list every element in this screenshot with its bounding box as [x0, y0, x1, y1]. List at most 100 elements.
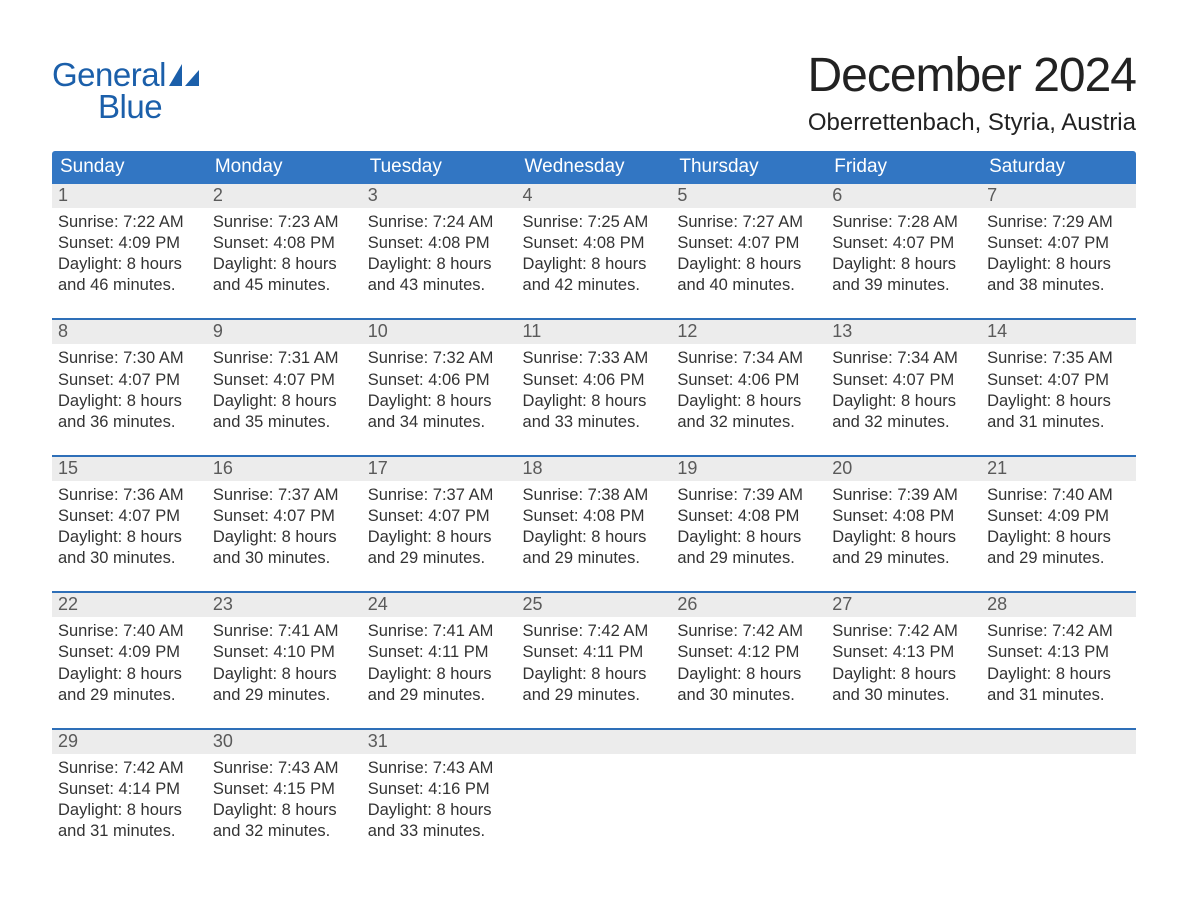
- sunset-line: Sunset: 4:07 PM: [832, 370, 975, 391]
- day-number-cell: 18: [517, 456, 672, 481]
- daylight-line-2: and 29 minutes.: [523, 685, 666, 706]
- sunrise-line: Sunrise: 7:24 AM: [368, 212, 511, 233]
- daylight-line-2: and 46 minutes.: [58, 275, 201, 296]
- location-subtitle: Oberrettenbach, Styria, Austria: [807, 109, 1136, 137]
- daylight-line-2: and 30 minutes.: [213, 548, 356, 569]
- daylight-line-1: Daylight: 8 hours: [368, 254, 511, 275]
- daylight-line-2: and 30 minutes.: [58, 548, 201, 569]
- daylight-line-2: and 36 minutes.: [58, 412, 201, 433]
- sunrise-line: Sunrise: 7:25 AM: [523, 212, 666, 233]
- daylight-line-1: Daylight: 8 hours: [987, 391, 1130, 412]
- day-content-cell: Sunrise: 7:42 AMSunset: 4:14 PMDaylight:…: [52, 754, 207, 864]
- daylight-line-2: and 42 minutes.: [523, 275, 666, 296]
- daylight-line-1: Daylight: 8 hours: [832, 254, 975, 275]
- title-block: December 2024 Oberrettenbach, Styria, Au…: [807, 48, 1136, 151]
- sunrise-line: Sunrise: 7:39 AM: [677, 485, 820, 506]
- day-content-cell: [981, 754, 1136, 864]
- daylight-line-2: and 40 minutes.: [677, 275, 820, 296]
- day-number-cell: 22: [52, 592, 207, 617]
- sunset-line: Sunset: 4:06 PM: [677, 370, 820, 391]
- sunset-line: Sunset: 4:07 PM: [832, 233, 975, 254]
- day-number-cell: 21: [981, 456, 1136, 481]
- sunset-line: Sunset: 4:11 PM: [523, 642, 666, 663]
- sunrise-line: Sunrise: 7:34 AM: [832, 348, 975, 369]
- day-number-cell: 31: [362, 729, 517, 754]
- sunset-line: Sunset: 4:09 PM: [58, 642, 201, 663]
- sunrise-line: Sunrise: 7:42 AM: [523, 621, 666, 642]
- daylight-line-2: and 33 minutes.: [368, 821, 511, 842]
- daylight-line-1: Daylight: 8 hours: [58, 254, 201, 275]
- day-content-cell: Sunrise: 7:42 AMSunset: 4:13 PMDaylight:…: [981, 617, 1136, 728]
- sunrise-line: Sunrise: 7:41 AM: [368, 621, 511, 642]
- day-number-cell: 28: [981, 592, 1136, 617]
- sunrise-line: Sunrise: 7:42 AM: [58, 758, 201, 779]
- daylight-line-2: and 31 minutes.: [987, 412, 1130, 433]
- col-saturday: Saturday: [981, 151, 1136, 184]
- col-wednesday: Wednesday: [517, 151, 672, 184]
- header-row: General Blue December 2024 Oberrettenbac…: [52, 48, 1136, 151]
- day-number-cell: 4: [517, 184, 672, 208]
- sunset-line: Sunset: 4:14 PM: [58, 779, 201, 800]
- col-tuesday: Tuesday: [362, 151, 517, 184]
- day-number-cell: 15: [52, 456, 207, 481]
- sunset-line: Sunset: 4:07 PM: [213, 370, 356, 391]
- sunset-line: Sunset: 4:16 PM: [368, 779, 511, 800]
- sunrise-line: Sunrise: 7:39 AM: [832, 485, 975, 506]
- daylight-line-1: Daylight: 8 hours: [832, 391, 975, 412]
- day-number-cell: 8: [52, 319, 207, 344]
- daylight-line-1: Daylight: 8 hours: [677, 527, 820, 548]
- daylight-line-2: and 31 minutes.: [987, 685, 1130, 706]
- day-content-cell: Sunrise: 7:37 AMSunset: 4:07 PMDaylight:…: [207, 481, 362, 592]
- week-daynum-row: 293031: [52, 729, 1136, 754]
- day-number-cell: 6: [826, 184, 981, 208]
- daylight-line-2: and 29 minutes.: [368, 548, 511, 569]
- day-number-cell: 12: [671, 319, 826, 344]
- daylight-line-1: Daylight: 8 hours: [832, 664, 975, 685]
- week-daynum-row: 15161718192021: [52, 456, 1136, 481]
- day-number-cell: 7: [981, 184, 1136, 208]
- day-number-cell: 13: [826, 319, 981, 344]
- sunrise-line: Sunrise: 7:37 AM: [368, 485, 511, 506]
- sunset-line: Sunset: 4:06 PM: [523, 370, 666, 391]
- sunrise-line: Sunrise: 7:32 AM: [368, 348, 511, 369]
- day-number-cell: 10: [362, 319, 517, 344]
- daylight-line-1: Daylight: 8 hours: [987, 664, 1130, 685]
- day-content-cell: Sunrise: 7:29 AMSunset: 4:07 PMDaylight:…: [981, 208, 1136, 319]
- day-number-cell: 30: [207, 729, 362, 754]
- day-content-cell: Sunrise: 7:42 AMSunset: 4:13 PMDaylight:…: [826, 617, 981, 728]
- calendar-header-row: Sunday Monday Tuesday Wednesday Thursday…: [52, 151, 1136, 184]
- sunrise-line: Sunrise: 7:37 AM: [213, 485, 356, 506]
- daylight-line-2: and 34 minutes.: [368, 412, 511, 433]
- page-title: December 2024: [807, 48, 1136, 103]
- daylight-line-2: and 35 minutes.: [213, 412, 356, 433]
- sunrise-line: Sunrise: 7:30 AM: [58, 348, 201, 369]
- daylight-line-1: Daylight: 8 hours: [677, 664, 820, 685]
- week-content-row: Sunrise: 7:36 AMSunset: 4:07 PMDaylight:…: [52, 481, 1136, 592]
- col-sunday: Sunday: [52, 151, 207, 184]
- daylight-line-2: and 39 minutes.: [832, 275, 975, 296]
- day-number-cell: [981, 729, 1136, 754]
- daylight-line-1: Daylight: 8 hours: [677, 391, 820, 412]
- day-content-cell: Sunrise: 7:34 AMSunset: 4:07 PMDaylight:…: [826, 344, 981, 455]
- sunrise-line: Sunrise: 7:31 AM: [213, 348, 356, 369]
- sunset-line: Sunset: 4:09 PM: [58, 233, 201, 254]
- day-content-cell: Sunrise: 7:43 AMSunset: 4:16 PMDaylight:…: [362, 754, 517, 864]
- daylight-line-2: and 32 minutes.: [832, 412, 975, 433]
- sunrise-line: Sunrise: 7:28 AM: [832, 212, 975, 233]
- day-content-cell: Sunrise: 7:22 AMSunset: 4:09 PMDaylight:…: [52, 208, 207, 319]
- daylight-line-1: Daylight: 8 hours: [987, 254, 1130, 275]
- sunrise-line: Sunrise: 7:34 AM: [677, 348, 820, 369]
- day-content-cell: Sunrise: 7:23 AMSunset: 4:08 PMDaylight:…: [207, 208, 362, 319]
- day-content-cell: Sunrise: 7:31 AMSunset: 4:07 PMDaylight:…: [207, 344, 362, 455]
- sunset-line: Sunset: 4:06 PM: [368, 370, 511, 391]
- day-number-cell: [671, 729, 826, 754]
- daylight-line-1: Daylight: 8 hours: [213, 664, 356, 685]
- sunrise-line: Sunrise: 7:27 AM: [677, 212, 820, 233]
- day-content-cell: Sunrise: 7:36 AMSunset: 4:07 PMDaylight:…: [52, 481, 207, 592]
- day-content-cell: Sunrise: 7:37 AMSunset: 4:07 PMDaylight:…: [362, 481, 517, 592]
- sunrise-line: Sunrise: 7:41 AM: [213, 621, 356, 642]
- day-number-cell: 11: [517, 319, 672, 344]
- daylight-line-2: and 29 minutes.: [213, 685, 356, 706]
- week-content-row: Sunrise: 7:40 AMSunset: 4:09 PMDaylight:…: [52, 617, 1136, 728]
- sunset-line: Sunset: 4:07 PM: [677, 233, 820, 254]
